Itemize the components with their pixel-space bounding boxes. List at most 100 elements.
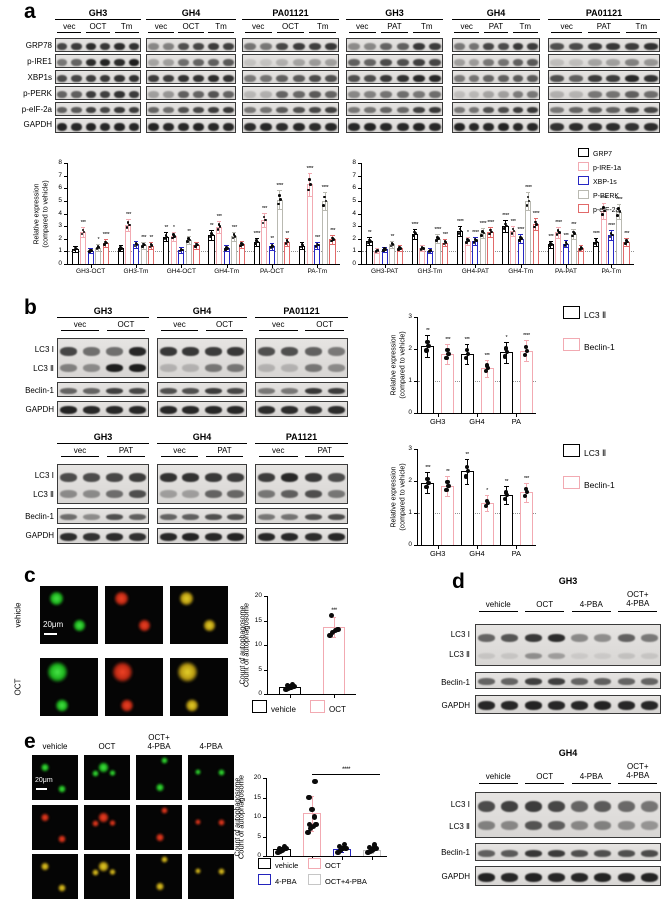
data-point-dot	[82, 230, 86, 234]
cell-line-header: GH4	[192, 306, 212, 316]
data-point-dot	[458, 227, 462, 231]
error-bar-cap	[425, 493, 430, 495]
fluorescent-cell-spot	[109, 819, 116, 827]
blot-band	[292, 90, 305, 98]
error-bar-cap	[254, 238, 259, 239]
blot-box	[57, 338, 149, 378]
error-bar-cap	[609, 230, 614, 232]
blot-band	[547, 678, 565, 685]
data-point-dot	[366, 241, 370, 245]
blot-band	[281, 514, 299, 520]
error-bar-cap	[322, 210, 328, 211]
error-bar-cap	[80, 226, 86, 228]
data-point-dot	[443, 239, 447, 243]
blot-band	[177, 42, 190, 50]
blot-band	[643, 74, 658, 82]
error-bar-cap	[96, 244, 101, 246]
blot-band	[182, 472, 200, 482]
blot-band	[159, 489, 177, 498]
blot-band	[428, 42, 441, 50]
x-axis-tick	[342, 857, 343, 860]
x-category-label: PA	[511, 417, 522, 426]
blot-box	[346, 38, 443, 52]
y-tick-label: 15	[253, 793, 261, 801]
fluorescent-cell-spot	[58, 784, 66, 793]
scale-bar-label: 20μm	[43, 620, 64, 629]
y-tick-label: 5	[352, 196, 356, 204]
data-point-dot	[391, 243, 395, 246]
blot-row-label: Beclin-1	[441, 848, 470, 857]
significance-stars: *	[486, 488, 488, 495]
blot-row-label: p-eIF-2a	[21, 105, 52, 114]
error-bar-cap	[484, 376, 490, 378]
blot-band	[182, 514, 200, 520]
y-tick-label: 2	[408, 477, 412, 484]
legend-item: p-eIF-2a	[578, 204, 619, 214]
blot-band	[59, 387, 77, 394]
blot-band	[453, 58, 465, 66]
cell-line-header: GH4	[181, 8, 201, 18]
blot-box	[255, 338, 348, 378]
data-point-dot	[472, 240, 476, 244]
y-tick-label: 15	[254, 616, 262, 624]
error-bar-cap	[563, 240, 569, 242]
error-bar-cap	[579, 245, 584, 247]
error-bar-cap	[239, 247, 245, 249]
data-point-dot	[558, 231, 561, 234]
legend-swatch	[578, 204, 589, 213]
blot-band	[281, 489, 299, 498]
blot-band	[587, 58, 602, 66]
treatment-label: Tm	[317, 22, 329, 31]
blot-band	[128, 533, 146, 541]
data-point-dot	[367, 238, 371, 242]
blot-band	[258, 489, 276, 498]
blot-band	[308, 42, 321, 50]
error-bar-cap	[194, 241, 199, 243]
error-bar-cap	[412, 238, 417, 240]
x-category-label: GH4-Tm	[508, 268, 534, 275]
error-bar-cap	[224, 245, 229, 247]
treatment-label: PAT	[387, 22, 402, 31]
fluorescent-cell-spot	[217, 768, 225, 776]
blot-band	[587, 122, 602, 131]
error-bar-cap	[484, 511, 490, 513]
y-tick-label: 0	[408, 541, 412, 548]
blot-row-label: GAPDH	[441, 701, 470, 710]
x-axis-tick	[566, 265, 567, 268]
data-point-dot	[300, 243, 304, 246]
fluorescent-cell-spot	[120, 698, 134, 713]
error-bar-cap	[232, 231, 237, 233]
error-bar-cap	[526, 210, 531, 211]
treatment-underline	[178, 32, 204, 33]
blot-band	[128, 363, 146, 372]
blot-box	[57, 464, 149, 504]
data-point-dot	[194, 245, 197, 248]
error-bar-cap	[216, 220, 222, 222]
blot-band	[258, 387, 276, 394]
y-tick-label: 10	[254, 641, 262, 648]
blot-band	[204, 346, 222, 356]
y-tick-label: 5	[257, 832, 261, 840]
error-bar-cap	[425, 334, 430, 336]
blot-band	[569, 42, 583, 50]
error-bar-cap	[126, 230, 131, 232]
blot-band	[324, 58, 337, 66]
data-point-dot	[332, 238, 335, 241]
significance-stars: ***	[523, 475, 529, 482]
data-point-dot	[72, 248, 76, 252]
y-axis-tick	[64, 226, 67, 228]
treatment-label: PAT	[596, 22, 612, 31]
significance-stars: ****	[615, 196, 623, 203]
blot-box	[255, 528, 348, 544]
significance-line	[312, 774, 380, 776]
data-point-dot	[163, 237, 167, 241]
x-axis-line	[67, 264, 340, 266]
blot-band	[501, 701, 519, 710]
error-bar-cap	[254, 245, 259, 247]
error-bar-cap	[601, 203, 606, 204]
data-point-dot	[473, 237, 477, 241]
fluorescent-cell-spot	[113, 591, 129, 607]
blot-band	[244, 42, 257, 50]
blot-band	[304, 406, 322, 414]
data-point-dot	[524, 344, 529, 349]
